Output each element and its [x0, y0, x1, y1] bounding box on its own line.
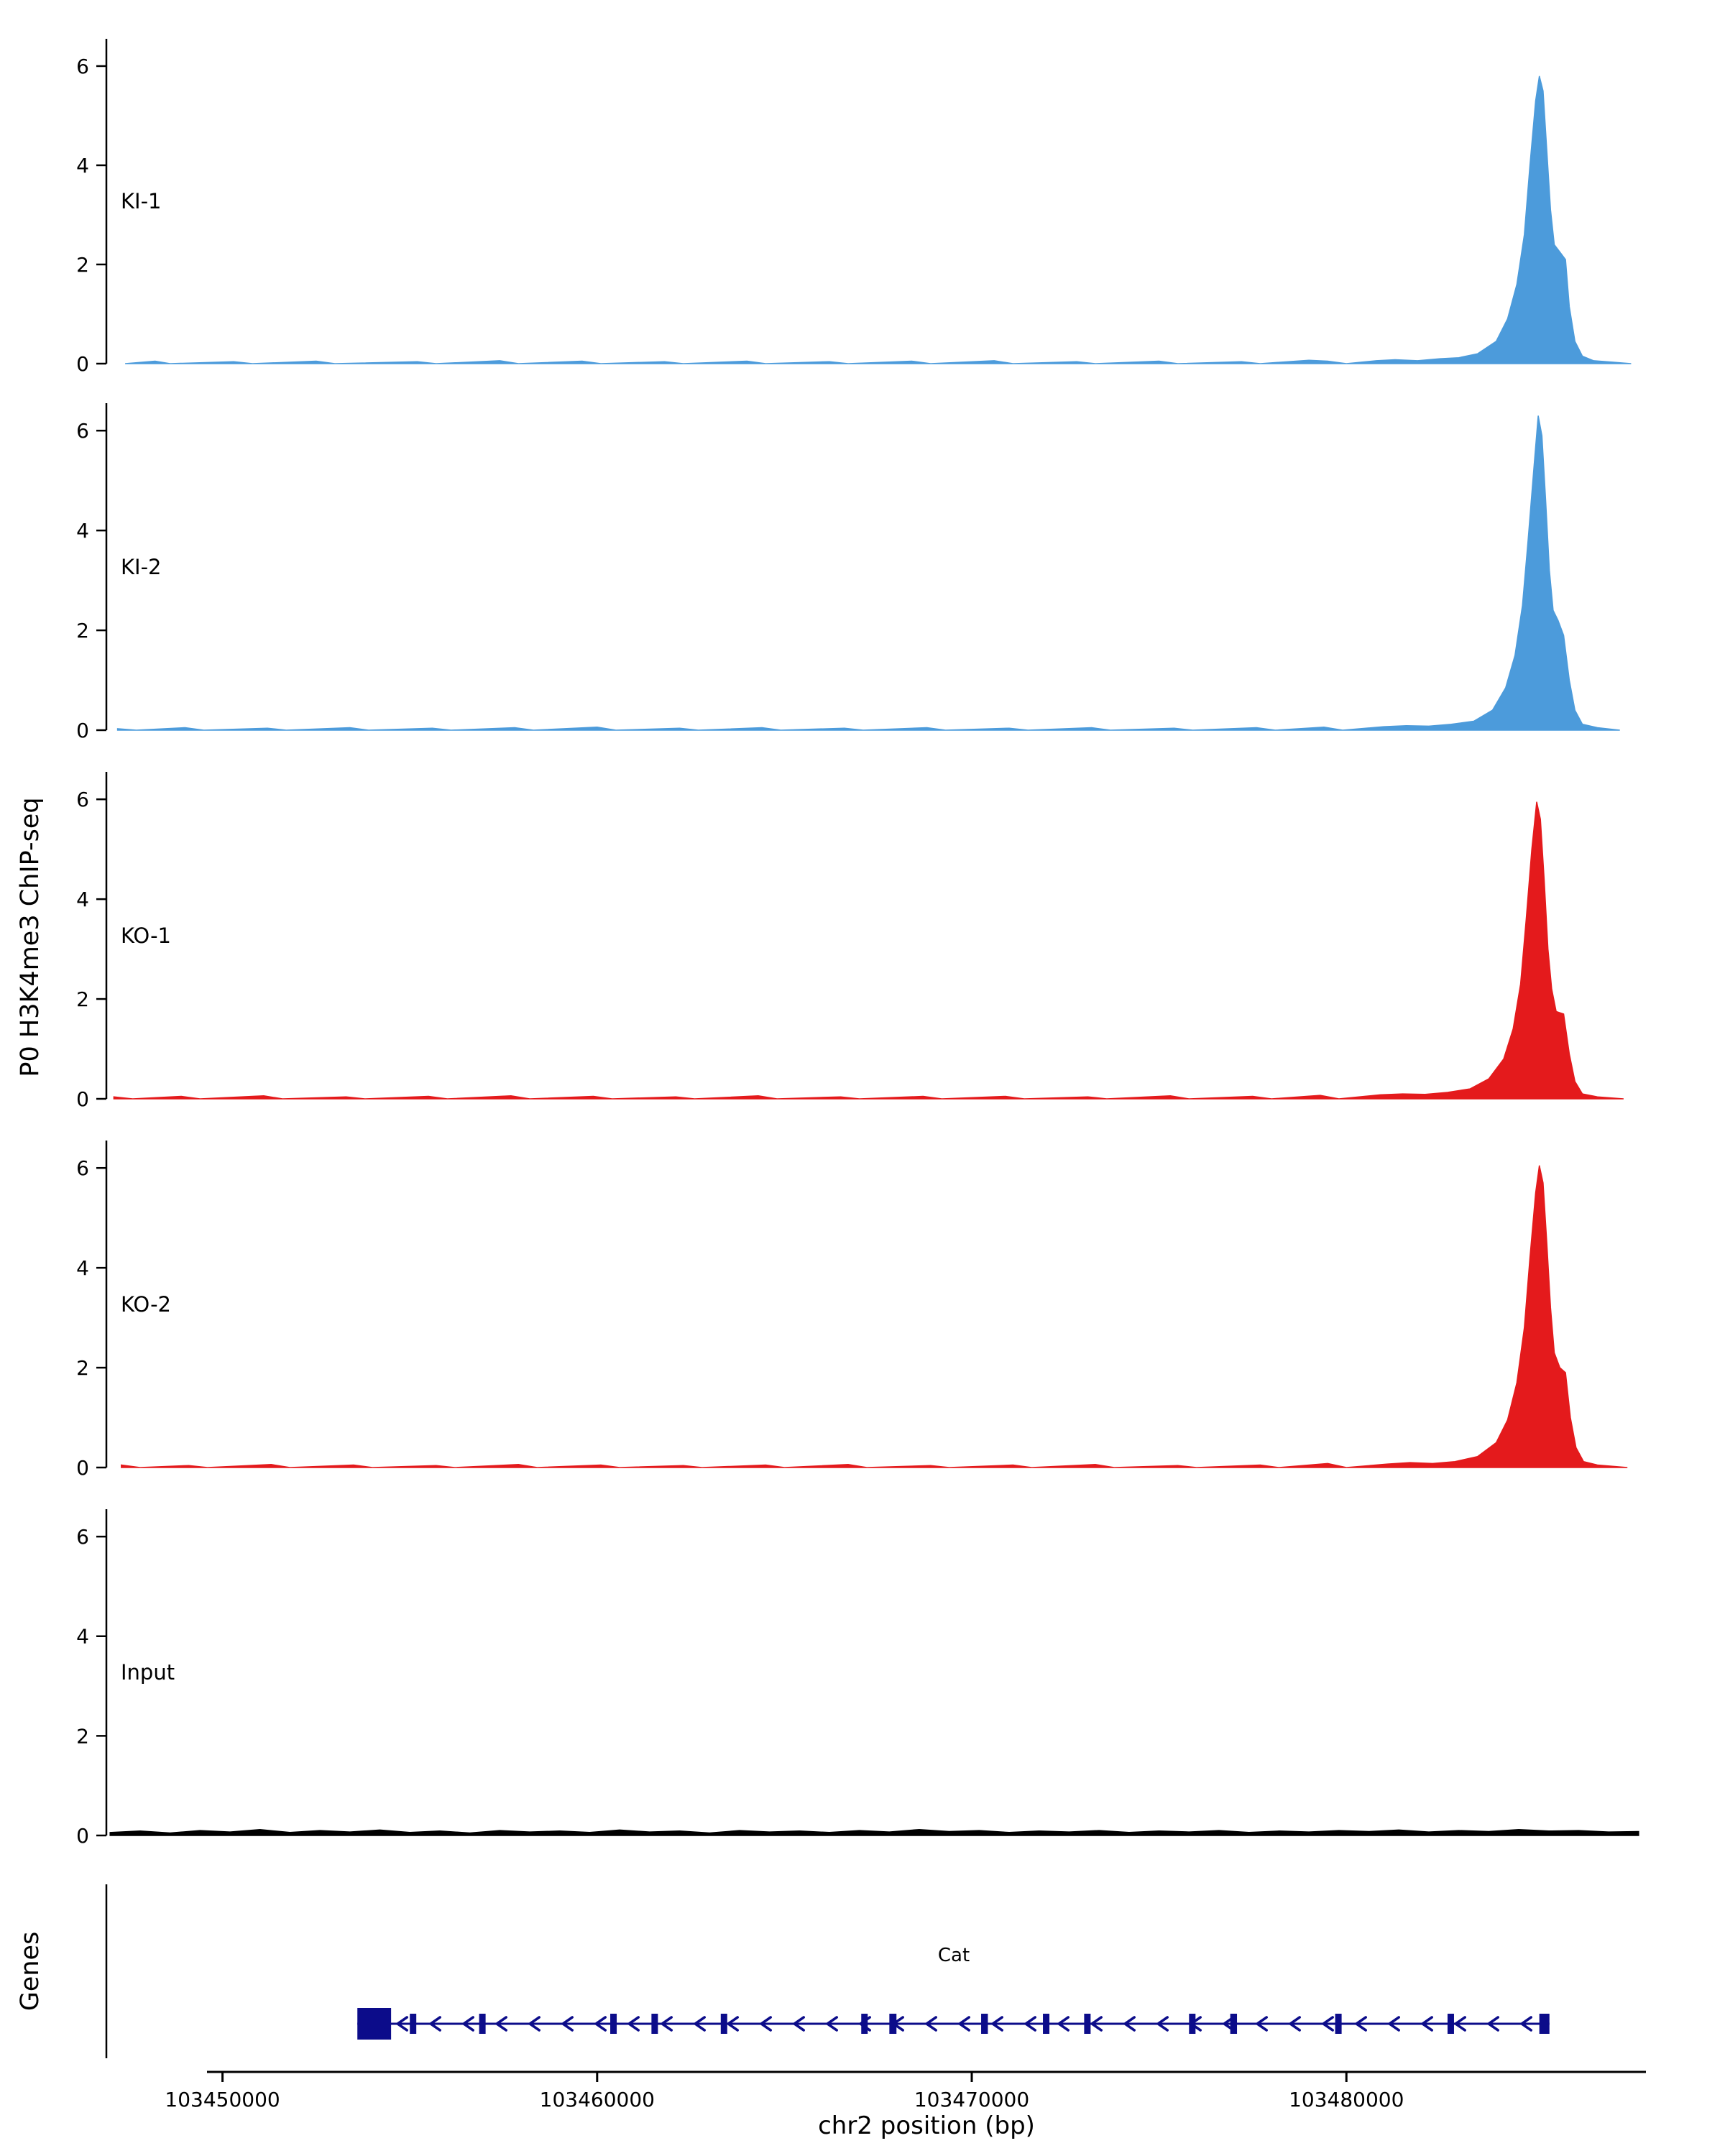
- gene-exon: [1189, 2014, 1196, 2034]
- intron-arrow: [528, 2016, 540, 2032]
- intron-arrow: [561, 2016, 574, 2032]
- intron-arrow: [727, 2016, 739, 2032]
- x-tick-label: 103480000: [1289, 2088, 1404, 2111]
- track-label-ko-2: KO-2: [121, 1292, 171, 1317]
- y-tick-label: 0: [76, 1456, 89, 1480]
- gene-exon: [981, 2014, 988, 2034]
- signal-area-ko-2: [121, 1165, 1628, 1468]
- y-tick-label: 4: [76, 1625, 89, 1649]
- y-tick-label: 2: [76, 987, 89, 1011]
- track-label-ki-1: KI-1: [121, 189, 162, 213]
- intron-arrow: [1322, 2016, 1334, 2032]
- gene-exon: [1084, 2014, 1091, 2034]
- y-tick-label: 4: [76, 154, 89, 178]
- intron-arrow: [627, 2016, 640, 2032]
- y-tick-label: 6: [76, 55, 89, 78]
- y-tick-label: 0: [76, 1087, 89, 1111]
- gene-exon: [410, 2014, 417, 2034]
- gene-exon: [1335, 2014, 1342, 2034]
- intron-arrow: [1123, 2016, 1136, 2032]
- intron-arrow: [429, 2016, 441, 2032]
- x-tick-label: 103470000: [914, 2088, 1029, 2111]
- x-axis-title: chr2 position (bp): [818, 2111, 1035, 2140]
- intron-arrow: [826, 2016, 838, 2032]
- intron-arrow: [958, 2016, 970, 2032]
- y-tick-label: 6: [76, 1525, 89, 1549]
- intron-arrow: [1289, 2016, 1301, 2032]
- gene-exon: [1539, 2014, 1550, 2034]
- intron-arrow: [1090, 2016, 1103, 2032]
- intron-arrow: [462, 2016, 474, 2032]
- signal-area-ki-1: [125, 75, 1632, 364]
- y-tick-label: 4: [76, 1256, 89, 1280]
- intron-arrow: [1421, 2016, 1433, 2032]
- genes-axis-title: Genes: [16, 1931, 45, 2012]
- gene-exon: [610, 2014, 617, 2034]
- intron-arrow: [793, 2016, 805, 2032]
- gene-exon: [1447, 2014, 1454, 2034]
- gene-name-label: Cat: [937, 1945, 970, 1966]
- intron-arrow: [991, 2016, 1003, 2032]
- x-tick-label: 103450000: [165, 2088, 280, 2111]
- gene-exon: [720, 2014, 727, 2034]
- y-tick-label: 2: [76, 1356, 89, 1380]
- y-tick-label: 6: [76, 1156, 89, 1180]
- intron-arrow: [1388, 2016, 1400, 2032]
- intron-arrow: [1256, 2016, 1268, 2032]
- track-label-ko-1: KO-1: [121, 923, 171, 948]
- y-tick-label: 0: [76, 352, 89, 376]
- intron-arrow: [760, 2016, 772, 2032]
- gene-exon: [889, 2014, 897, 2034]
- intron-arrow: [1355, 2016, 1367, 2032]
- y-tick-label: 6: [76, 419, 89, 443]
- intron-arrow: [1024, 2016, 1036, 2032]
- y-tick-label: 2: [76, 1724, 89, 1748]
- intron-arrow: [396, 2016, 408, 2032]
- gene-exon: [651, 2014, 658, 2034]
- signal-area-ko-1: [113, 801, 1624, 1100]
- intron-arrow: [1156, 2016, 1169, 2032]
- gene-exon: [861, 2014, 868, 2034]
- intron-arrow: [495, 2016, 507, 2032]
- y-tick-label: 6: [76, 788, 89, 811]
- y-tick-label: 2: [76, 253, 89, 277]
- gene-exon: [1043, 2014, 1050, 2034]
- y-tick-label: 4: [76, 888, 89, 911]
- gene-exon: [357, 2008, 392, 2040]
- gene-exon: [479, 2014, 486, 2034]
- intron-arrow: [1454, 2016, 1466, 2032]
- intron-arrow: [925, 2016, 937, 2032]
- intron-arrow: [1487, 2016, 1499, 2032]
- track-label-input: Input: [121, 1660, 175, 1685]
- y-tick-label: 0: [76, 719, 89, 742]
- intron-arrow: [1057, 2016, 1070, 2032]
- y-tick-label: 4: [76, 519, 89, 543]
- gene-exon: [1230, 2014, 1238, 2034]
- intron-arrow: [594, 2016, 607, 2032]
- y-axis-title: P0 H3K4me3 ChIP-seq: [16, 797, 45, 1077]
- intron-arrow: [1520, 2016, 1532, 2032]
- y-tick-label: 0: [76, 1824, 89, 1848]
- signal-area-ki-2: [116, 415, 1620, 731]
- intron-arrow: [694, 2016, 706, 2032]
- track-label-ki-2: KI-2: [121, 555, 162, 579]
- intron-arrow: [661, 2016, 673, 2032]
- signal-area-input: [109, 1828, 1639, 1836]
- y-tick-label: 2: [76, 619, 89, 642]
- x-tick-label: 103460000: [540, 2088, 655, 2111]
